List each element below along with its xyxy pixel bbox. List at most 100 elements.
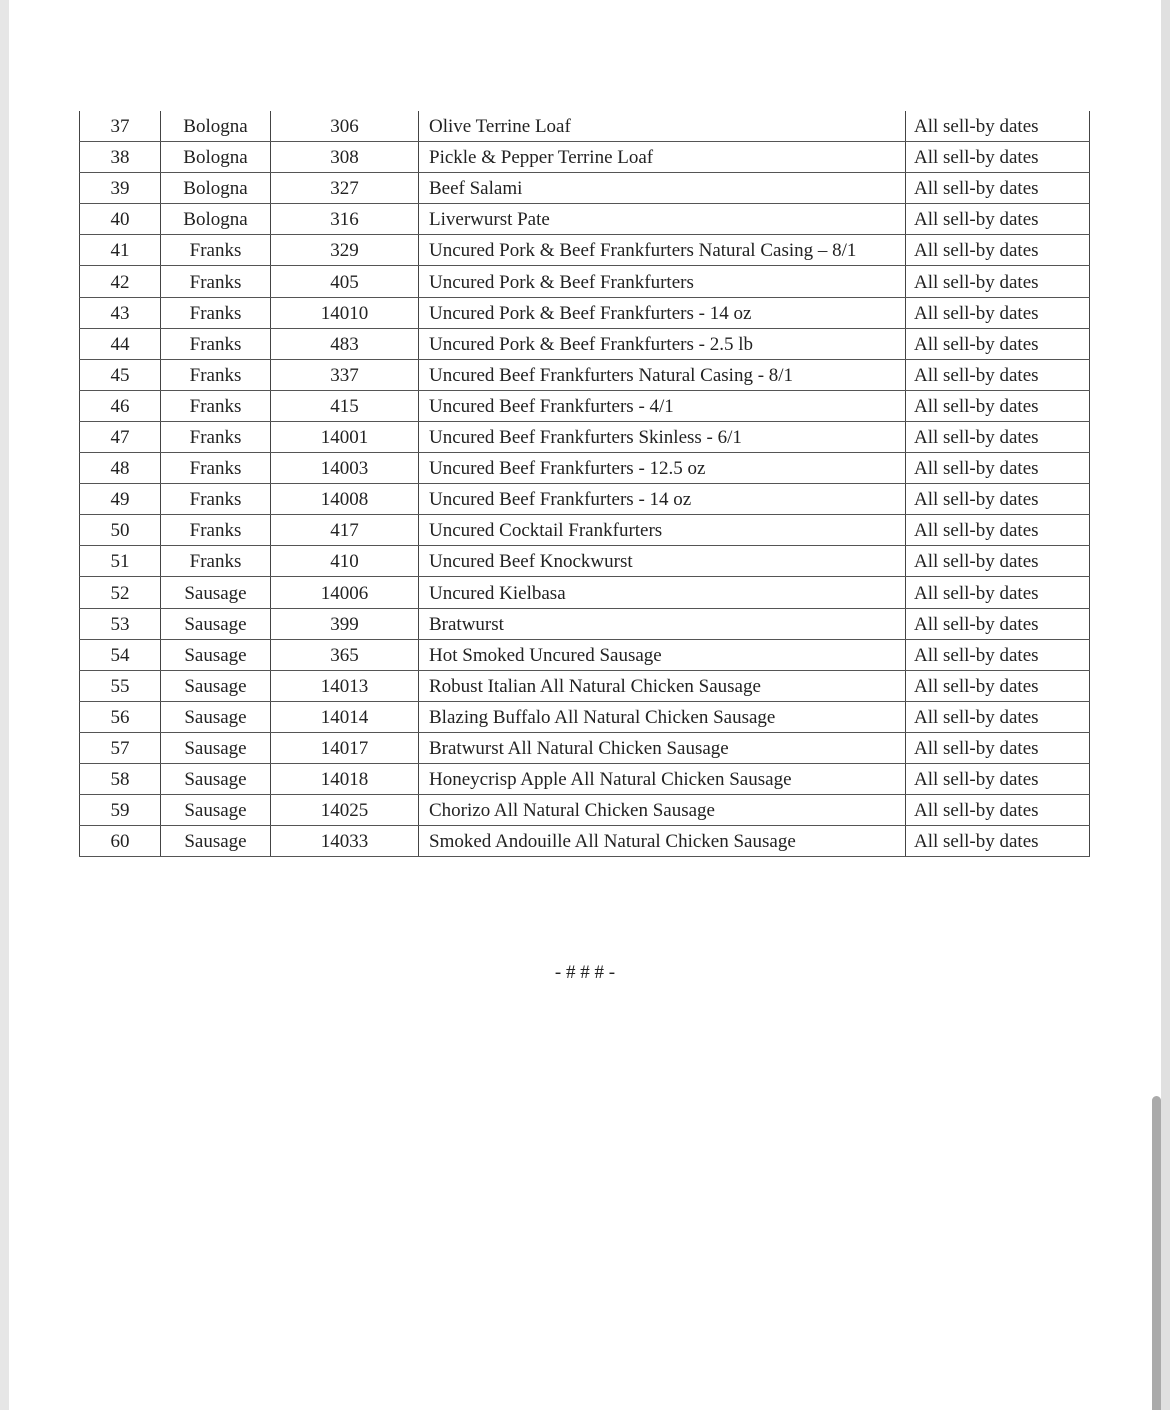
vertical-scrollbar[interactable] (1152, 1096, 1161, 1410)
product-description-cell: Blazing Buffalo All Natural Chicken Saus… (418, 701, 906, 733)
product-description-cell: Honeycrisp Apple All Natural Chicken Sau… (418, 763, 906, 796)
table-row: 45 Franks 337 Uncured Beef Frankfurters Nat… (79, 359, 1090, 391)
row-number-cell: 41 (79, 234, 161, 267)
item-code-cell: 14013 (270, 670, 419, 702)
table-row: 55 Sausage 14013 Robust Italian All Natural… (79, 670, 1090, 702)
table-row: 50 Franks 417 Uncured Cocktail Frankfurters… (79, 514, 1090, 547)
category-cell: Sausage (160, 794, 271, 827)
document-page: 37 Bologna 306 Olive Terrine Loaf All sell-b… (9, 0, 1161, 1410)
sell-by-dates-cell: All sell-by dates (905, 390, 1090, 422)
row-number-cell: 60 (79, 825, 161, 858)
item-code-cell: 308 (270, 141, 419, 174)
product-description-cell: Uncured Pork & Beef Frankfurters - 2.5 l… (418, 328, 906, 360)
category-cell: Bologna (160, 203, 271, 236)
category-cell: Bologna (160, 172, 271, 205)
item-code-cell: 14010 (270, 297, 419, 329)
sell-by-dates-cell: All sell-by dates (905, 514, 1090, 547)
table-row: 37 Bologna 306 Olive Terrine Loaf All sell-b… (79, 111, 1090, 143)
item-code-cell: 14006 (270, 576, 419, 609)
category-cell: Sausage (160, 732, 271, 764)
product-description-cell: Pickle & Pepper Terrine Loaf (418, 141, 906, 174)
table-row: 58 Sausage 14018 Honeycrisp Apple All Natur… (79, 763, 1090, 796)
sell-by-dates-cell: All sell-by dates (905, 421, 1090, 454)
table-row: 54 Sausage 365 Hot Smoked Uncured Sausage Al… (79, 639, 1090, 671)
sell-by-dates-cell: All sell-by dates (905, 576, 1090, 609)
product-description-cell: Uncured Beef Frankfurters - 12.5 oz (418, 452, 906, 485)
row-number-cell: 47 (79, 421, 161, 454)
category-cell: Sausage (160, 608, 271, 640)
category-cell: Franks (160, 452, 271, 485)
category-cell: Bologna (160, 141, 271, 174)
sell-by-dates-cell: All sell-by dates (905, 608, 1090, 640)
sell-by-dates-cell: All sell-by dates (905, 701, 1090, 733)
item-code-cell: 14003 (270, 452, 419, 485)
table-row: 56 Sausage 14014 Blazing Buffalo All Natura… (79, 701, 1090, 733)
sell-by-dates-cell: All sell-by dates (905, 825, 1090, 858)
product-description-cell: Uncured Pork & Beef Frankfurters - 14 oz (418, 297, 906, 329)
table-row: 47 Franks 14001 Uncured Beef Frankfurters S… (79, 421, 1090, 454)
category-cell: Franks (160, 265, 271, 298)
sell-by-dates-cell: All sell-by dates (905, 670, 1090, 702)
category-cell: Sausage (160, 576, 271, 609)
row-number-cell: 54 (79, 639, 161, 671)
sell-by-dates-cell: All sell-by dates (905, 359, 1090, 391)
sell-by-dates-cell: All sell-by dates (905, 172, 1090, 205)
table-row: 48 Franks 14003 Uncured Beef Frankfurters -… (79, 452, 1090, 485)
table-row: 46 Franks 415 Uncured Beef Frankfurters - 4… (79, 390, 1090, 422)
sell-by-dates-cell: All sell-by dates (905, 545, 1090, 578)
item-code-cell: 415 (270, 390, 419, 422)
category-cell: Franks (160, 421, 271, 454)
item-code-cell: 14014 (270, 701, 419, 733)
sell-by-dates-cell: All sell-by dates (905, 452, 1090, 485)
item-code-cell: 329 (270, 234, 419, 267)
item-code-cell: 405 (270, 265, 419, 298)
item-code-cell: 417 (270, 514, 419, 547)
row-number-cell: 45 (79, 359, 161, 391)
table-row: 52 Sausage 14006 Uncured Kielbasa All sell-b… (79, 576, 1090, 609)
category-cell: Franks (160, 297, 271, 329)
table-row: 60 Sausage 14033 Smoked Andouille All Natur… (79, 825, 1090, 858)
category-cell: Franks (160, 545, 271, 578)
product-description-cell: Robust Italian All Natural Chicken Sausa… (418, 670, 906, 702)
row-number-cell: 44 (79, 328, 161, 360)
sell-by-dates-cell: All sell-by dates (905, 639, 1090, 671)
item-code-cell: 306 (270, 111, 419, 143)
category-cell: Sausage (160, 701, 271, 733)
category-cell: Franks (160, 483, 271, 516)
recall-product-table: 37 Bologna 306 Olive Terrine Loaf All sell-b… (79, 111, 1090, 858)
table-row: 59 Sausage 14025 Chorizo All Natural Chicke… (79, 794, 1090, 827)
row-number-cell: 53 (79, 608, 161, 640)
sell-by-dates-cell: All sell-by dates (905, 763, 1090, 796)
table-row: 38 Bologna 308 Pickle & Pepper Terrine Loaf… (79, 141, 1090, 174)
sell-by-dates-cell: All sell-by dates (905, 297, 1090, 329)
sell-by-dates-cell: All sell-by dates (905, 732, 1090, 764)
product-description-cell: Smoked Andouille All Natural Chicken Sau… (418, 825, 906, 858)
product-description-cell: Olive Terrine Loaf (418, 111, 906, 143)
category-cell: Franks (160, 328, 271, 360)
table-row: 44 Franks 483 Uncured Pork & Beef Frankfurt… (79, 328, 1090, 360)
product-description-cell: Chorizo All Natural Chicken Sausage (418, 794, 906, 827)
item-code-cell: 14025 (270, 794, 419, 827)
item-code-cell: 365 (270, 639, 419, 671)
product-description-cell: Uncured Kielbasa (418, 576, 906, 609)
table-row: 51 Franks 410 Uncured Beef Knockwurst All se… (79, 545, 1090, 578)
category-cell: Franks (160, 390, 271, 422)
table-row: 41 Franks 329 Uncured Pork & Beef Frankfurt… (79, 234, 1090, 267)
sell-by-dates-cell: All sell-by dates (905, 234, 1090, 267)
item-code-cell: 316 (270, 203, 419, 236)
row-number-cell: 51 (79, 545, 161, 578)
item-code-cell: 14017 (270, 732, 419, 764)
row-number-cell: 48 (79, 452, 161, 485)
product-description-cell: Uncured Cocktail Frankfurters (418, 514, 906, 547)
category-cell: Bologna (160, 111, 271, 143)
item-code-cell: 14001 (270, 421, 419, 454)
row-number-cell: 49 (79, 483, 161, 516)
category-cell: Sausage (160, 639, 271, 671)
table-row: 42 Franks 405 Uncured Pork & Beef Frankfurt… (79, 265, 1090, 298)
row-number-cell: 50 (79, 514, 161, 547)
product-description-cell: Uncured Pork & Beef Frankfurters (418, 265, 906, 298)
sell-by-dates-cell: All sell-by dates (905, 483, 1090, 516)
table-row: 39 Bologna 327 Beef Salami All sell-by dates (79, 172, 1090, 205)
row-number-cell: 58 (79, 763, 161, 796)
product-description-cell: Bratwurst All Natural Chicken Sausage (418, 732, 906, 764)
